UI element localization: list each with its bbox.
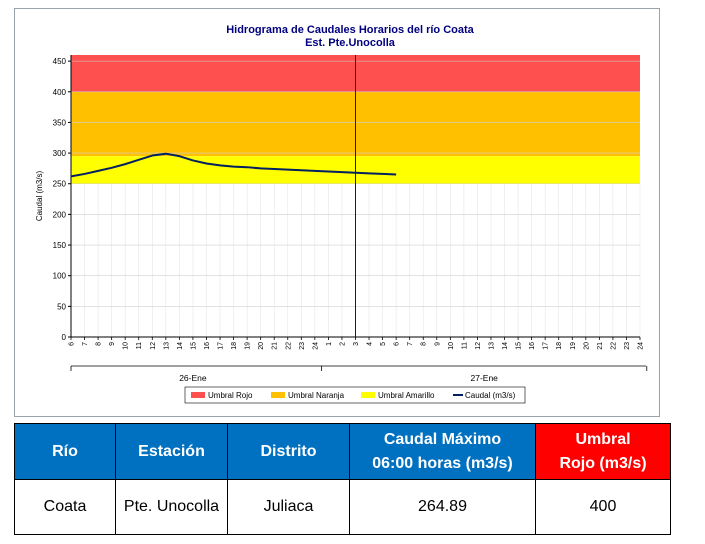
- x-tick-label: 11: [136, 342, 143, 349]
- x-tick-label: 15: [516, 342, 523, 350]
- legend-box: [184, 386, 526, 404]
- header-rio: Río: [14, 423, 116, 480]
- x-tick-label: 8: [421, 342, 428, 346]
- cell-distrito: Juliaca: [227, 479, 350, 535]
- x-tick-label: 9: [434, 342, 441, 346]
- y-tick-label: 200: [53, 210, 67, 219]
- x-tick-label: 18: [556, 342, 563, 350]
- y-tick-label: 450: [53, 57, 67, 66]
- x-tick-label: 21: [597, 342, 604, 350]
- x-tick-label: 4: [367, 342, 374, 346]
- x-tick-label: 16: [529, 342, 536, 350]
- x-tick-label: 22: [610, 342, 617, 350]
- x-tick-label: 13: [163, 342, 170, 350]
- header-estacion: Estación: [115, 423, 228, 480]
- y-tick-label: 0: [62, 333, 67, 342]
- legend-label: Umbral Naranja: [288, 391, 345, 400]
- x-tick-label: 10: [448, 342, 455, 350]
- cell-rio: Coata: [14, 479, 116, 535]
- x-tick-label: 23: [624, 342, 631, 350]
- x-tick-label: 1: [326, 342, 333, 346]
- legend-swatch: [271, 392, 285, 398]
- cell-caudal-maximo: 264.89: [349, 479, 536, 535]
- y-tick-label: 150: [53, 241, 67, 250]
- date-label: 27-Ene: [470, 373, 498, 383]
- x-tick-label: 12: [150, 342, 157, 350]
- header-distrito: Distrito: [227, 423, 350, 480]
- y-tick-label: 50: [57, 302, 66, 311]
- x-tick-label: 20: [258, 342, 265, 350]
- legend-label: Umbral Amarillo: [378, 391, 435, 400]
- hydrograph-chart: Hidrograma de Caudales Horarios del río …: [35, 24, 648, 404]
- date-label: 26-Ene: [179, 373, 207, 383]
- cell-estacion: Pte. Unocolla: [115, 479, 228, 535]
- x-tick-label: 19: [570, 342, 577, 350]
- legend-swatch: [361, 392, 375, 398]
- x-tick-label: 8: [96, 342, 103, 346]
- x-tick-label: 16: [204, 342, 211, 350]
- x-tick-label: 10: [123, 342, 130, 350]
- station-info-table: Río Estación Distrito Caudal MáximoUmbra…: [14, 423, 671, 535]
- x-tick-label: 22: [285, 342, 292, 350]
- x-tick-label: 11: [461, 342, 468, 349]
- x-tick-label: 24: [638, 342, 645, 350]
- x-tick-label: 6: [394, 342, 401, 346]
- x-tick-label: 19: [245, 342, 252, 350]
- y-tick-label: 300: [53, 149, 67, 158]
- x-tick-label: 9: [109, 342, 116, 346]
- x-tick-label: 20: [583, 342, 590, 350]
- x-tick-label: 18: [231, 342, 238, 350]
- x-tick-label: 12: [475, 342, 482, 350]
- header-umbral-rojo: Umbral Rojo (m3/s): [535, 423, 671, 480]
- legend-swatch: [191, 392, 205, 398]
- table-header-row: Río Estación Distrito Caudal MáximoUmbra…: [14, 423, 671, 480]
- x-tick-label: 7: [407, 342, 414, 346]
- chart-frame: Hidrograma de Caudales Horarios del río …: [14, 8, 660, 417]
- x-tick-label: 17: [543, 342, 550, 350]
- y-tick-label: 100: [53, 272, 67, 281]
- y-tick-label: 250: [53, 180, 67, 189]
- cell-umbral-rojo: 400: [535, 479, 671, 535]
- x-tick-label: 23: [299, 342, 306, 350]
- y-tick-label: 350: [53, 118, 67, 127]
- chart-title: Hidrograma de Caudales Horarios del río …: [226, 24, 474, 36]
- x-tick-label: 17: [218, 342, 225, 350]
- y-tick-label: 400: [53, 88, 67, 97]
- x-tick-label: 15: [190, 342, 197, 350]
- x-tick-label: 21: [272, 342, 279, 350]
- legend-label: Caudal (m3/s): [465, 391, 516, 400]
- x-tick-label: 7: [82, 342, 89, 346]
- legend-label: Umbral Rojo: [208, 391, 253, 400]
- x-tick-label: 5: [380, 342, 387, 346]
- x-tick-label: 24: [312, 342, 319, 350]
- y-axis-label: Caudal (m3/s): [35, 171, 44, 222]
- x-tick-label: 3: [353, 342, 360, 346]
- series-line-caudal: [70, 152, 397, 178]
- x-tick-label: 2: [339, 342, 346, 346]
- x-tick-label: 14: [177, 342, 184, 350]
- chart-subtitle: Est. Pte.Unocolla: [305, 37, 396, 49]
- x-tick-label: 6: [69, 342, 76, 346]
- header-caudal-maximo: Caudal MáximoUmbral06:00 horas (m3/s): [349, 423, 536, 480]
- table-row: Coata Pte. Unocolla Juliaca 264.89 400: [14, 479, 671, 535]
- x-tick-label: 13: [488, 342, 495, 350]
- x-tick-label: 14: [502, 342, 509, 350]
